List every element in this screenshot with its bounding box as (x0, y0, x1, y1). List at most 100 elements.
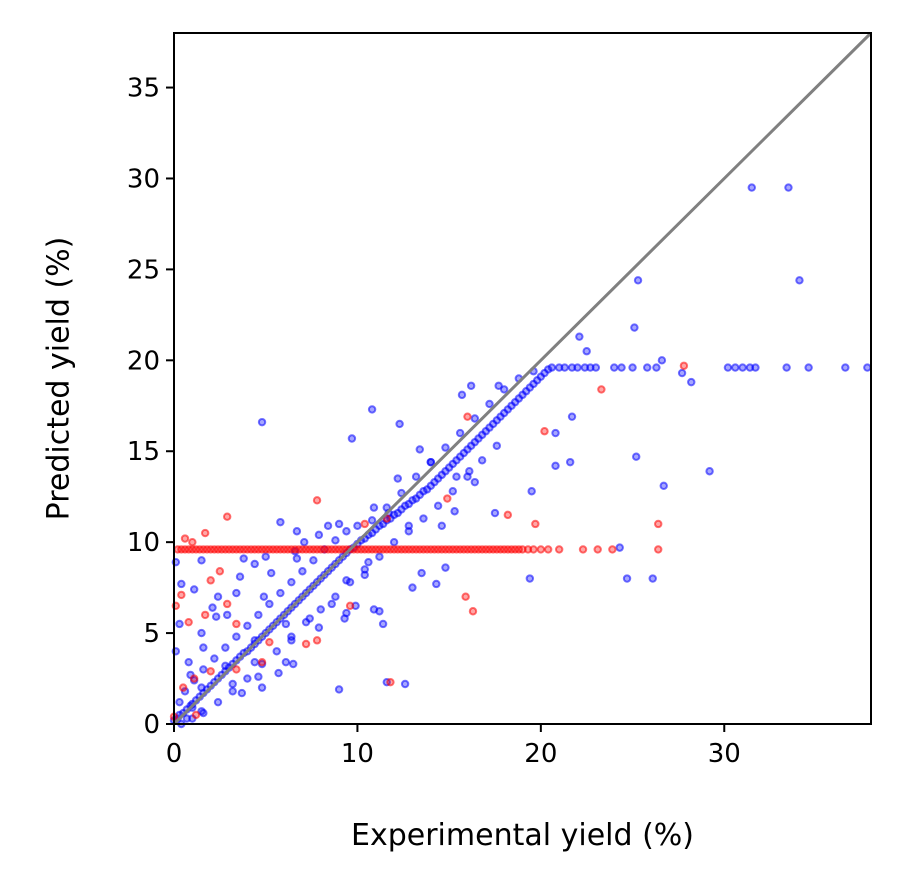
data-point-s0-279 (232, 588, 241, 598)
data-point-s1-125 (206, 576, 215, 585)
x-tick-label: 0 (166, 739, 183, 769)
data-point-s1-108 (312, 496, 322, 505)
data-point-s0-228 (177, 579, 186, 589)
data-point-s0-250 (237, 688, 247, 698)
data-point-s1-99 (554, 545, 564, 554)
data-point-s0-229 (189, 585, 199, 594)
data-point-s0-275 (197, 707, 206, 716)
data-point-s0-109 (210, 654, 219, 663)
data-point-s0-258 (378, 619, 388, 629)
data-point-s0-251 (281, 619, 291, 629)
data-point-s0-183 (630, 323, 639, 332)
data-point-s0-202 (415, 445, 424, 454)
data-point-s0-177 (841, 363, 850, 372)
data-point-s0-252 (305, 614, 314, 623)
y-tick-label: 35 (127, 74, 160, 104)
data-point-s0-154 (448, 487, 457, 496)
data-point-s0-230 (213, 592, 223, 601)
data-point-s0-194 (705, 467, 714, 476)
data-point-s0-226 (197, 556, 206, 565)
data-point-s0-236 (221, 661, 230, 671)
data-point-s1-98 (543, 545, 553, 554)
x-tick-label: 30 (708, 739, 741, 769)
data-point-s1-101 (593, 545, 602, 554)
data-point-s0-170 (723, 363, 733, 372)
data-point-s0-115 (276, 588, 285, 598)
data-point-s0-186 (657, 356, 667, 365)
data-point-s0-271 (615, 543, 624, 552)
data-point-s1-136 (189, 674, 199, 683)
data-point-s1-122 (312, 636, 322, 645)
data-point-s0-171 (731, 363, 740, 372)
data-point-s0-184 (575, 332, 584, 341)
data-point-s0-280 (235, 572, 245, 581)
data-point-s0-196 (527, 487, 536, 496)
data-point-s1-138 (191, 710, 201, 720)
data-point-s0-187 (677, 368, 687, 378)
data-point-s0-123 (367, 516, 377, 525)
data-point-s0-157 (492, 441, 502, 450)
data-point-s0-121 (342, 527, 351, 536)
data-point-s0-129 (455, 428, 465, 438)
data-point-s0-210 (393, 474, 402, 483)
data-point-s0-114 (265, 599, 274, 609)
data-point-s0-138 (213, 697, 223, 707)
data-point-s0-165 (610, 363, 619, 372)
data-point-s0-185 (582, 347, 591, 356)
data-point-s1-126 (215, 567, 225, 576)
data-point-s1-130 (177, 590, 186, 600)
y-tick-label: 10 (127, 528, 160, 558)
data-point-s1-110 (382, 514, 391, 523)
data-point-s0-122 (353, 521, 362, 530)
x-axis-title: Experimental yield (%) (351, 818, 694, 853)
data-point-s1-112 (463, 412, 472, 421)
data-point-s1-135 (206, 667, 215, 676)
data-point-s1-128 (184, 617, 193, 627)
data-point-s0-193 (632, 452, 641, 461)
data-point-s0-220 (276, 517, 285, 527)
data-point-s0-209 (257, 417, 267, 427)
data-point-s0-176 (804, 363, 813, 372)
data-point-s0-214 (437, 521, 446, 530)
data-point-s0-203 (395, 419, 404, 429)
data-point-s1-109 (360, 519, 369, 529)
data-point-s1-139 (386, 677, 395, 687)
data-point-s0-118 (309, 556, 318, 565)
data-point-s0-272 (334, 685, 344, 694)
y-axis-title: Predicted yield (%) (42, 237, 77, 521)
identity-reference-line (172, 31, 873, 726)
y-tick-label: 30 (127, 164, 160, 194)
data-point-s0-192 (565, 457, 575, 467)
data-point-s1-106 (200, 528, 210, 538)
y-tick-label: 15 (127, 437, 160, 467)
data-point-s0-156 (477, 456, 487, 465)
data-point-s0-246 (281, 657, 291, 667)
data-point-s0-208 (347, 434, 357, 443)
data-point-s0-248 (287, 636, 296, 645)
data-point-s1-102 (608, 545, 617, 554)
data-point-s0-224 (250, 559, 259, 569)
data-point-s0-212 (369, 503, 379, 512)
data-point-s0-204 (457, 390, 467, 400)
data-point-s1-121 (345, 601, 355, 611)
data-point-s0-231 (211, 612, 221, 621)
y-tick-label: 25 (127, 255, 160, 285)
data-point-s0-180 (784, 183, 793, 192)
data-point-s1-103 (654, 545, 663, 554)
data-point-s0-179 (747, 183, 756, 192)
data-point-s1-97 (536, 545, 546, 554)
data-point-s0-188 (687, 377, 696, 387)
data-point-s0-182 (795, 276, 804, 285)
data-point-s0-241 (228, 679, 237, 689)
data-point-s0-262 (417, 568, 426, 578)
data-point-s1-111 (443, 494, 452, 503)
data-point-s0-222 (300, 537, 309, 547)
data-point-s0-260 (432, 579, 441, 589)
data-point-s0-200 (465, 467, 474, 476)
data-point-s0-268 (525, 574, 535, 583)
data-point-s0-276 (182, 714, 192, 723)
data-point-s1-116 (597, 385, 606, 394)
data-point-s0-181 (633, 276, 643, 285)
data-point-s1-119 (468, 607, 478, 616)
